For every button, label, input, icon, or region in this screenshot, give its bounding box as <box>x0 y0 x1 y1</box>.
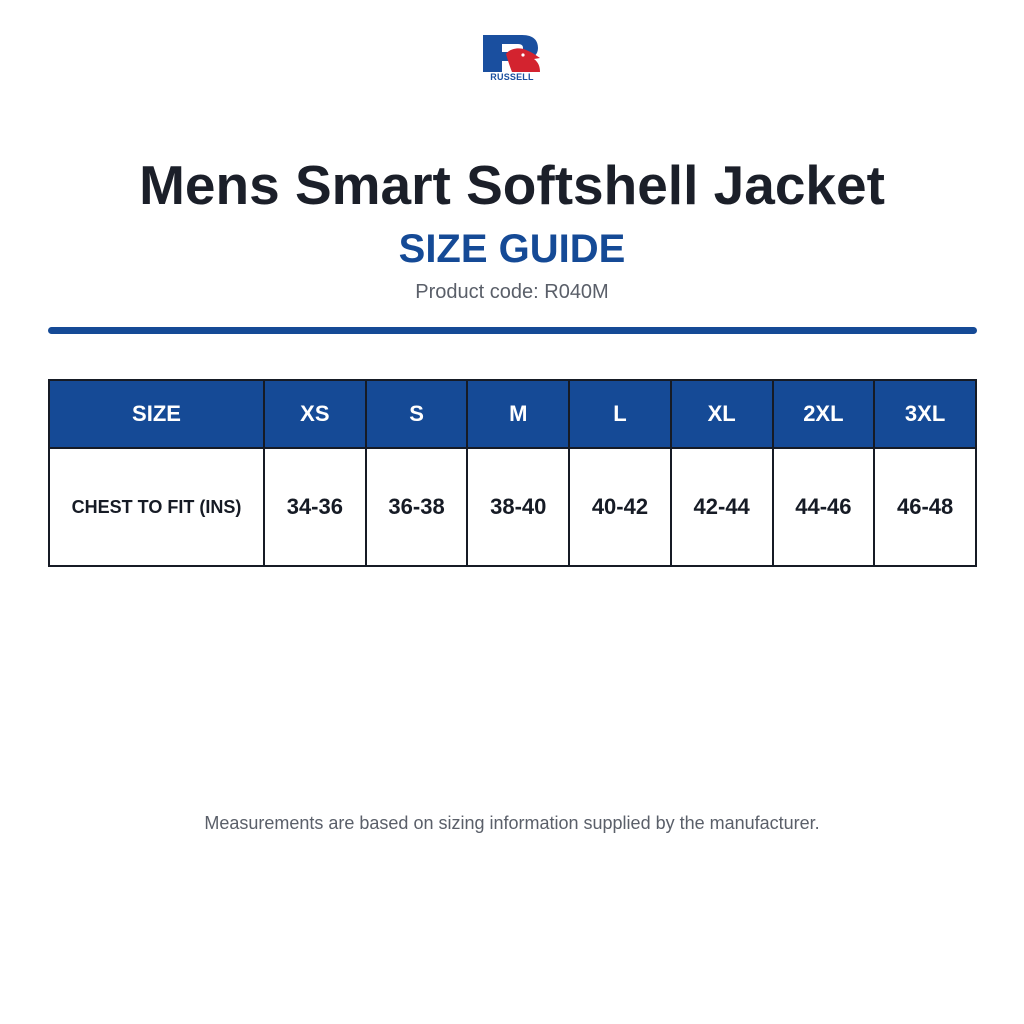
header-size-3xl: 3XL <box>873 379 977 449</box>
row-label-chest: CHEST TO FIT (INS) <box>48 447 265 567</box>
header-size-xs: XS <box>263 379 367 449</box>
header-divider <box>48 327 977 334</box>
chest-value-s: 36-38 <box>364 447 469 567</box>
brand-logo: RUSSELL <box>482 34 542 82</box>
logo-wordmark: RUSSELL <box>490 72 534 82</box>
footnote: Measurements are based on sizing informa… <box>204 813 820 833</box>
product-code: Product code: R040M <box>415 281 609 303</box>
russell-logo-icon <box>483 35 540 72</box>
chest-value-2xl: 44-46 <box>771 447 876 567</box>
table-row: CHEST TO FIT (INS) 34-36 36-38 38-40 40-… <box>48 447 977 567</box>
page-title: Mens Smart Softshell Jacket <box>139 154 885 216</box>
size-table: SIZE XS S M L XL 2XL 3XL CHEST TO FIT (I… <box>48 379 977 567</box>
header-size-2xl: 2XL <box>771 379 876 449</box>
header-size-xl: XL <box>669 379 774 449</box>
chest-value-xs: 34-36 <box>263 447 367 567</box>
header-size-l: L <box>568 379 672 449</box>
header-size-s: S <box>364 379 469 449</box>
header-size-m: M <box>466 379 571 449</box>
table-header-row: SIZE XS S M L XL 2XL 3XL <box>48 379 977 449</box>
chest-value-xl: 42-44 <box>669 447 774 567</box>
header-size-label: SIZE <box>48 379 265 449</box>
page-subtitle: SIZE GUIDE <box>398 227 626 271</box>
chest-value-m: 38-40 <box>466 447 571 567</box>
chest-value-3xl: 46-48 <box>873 447 977 567</box>
chest-value-l: 40-42 <box>568 447 672 567</box>
